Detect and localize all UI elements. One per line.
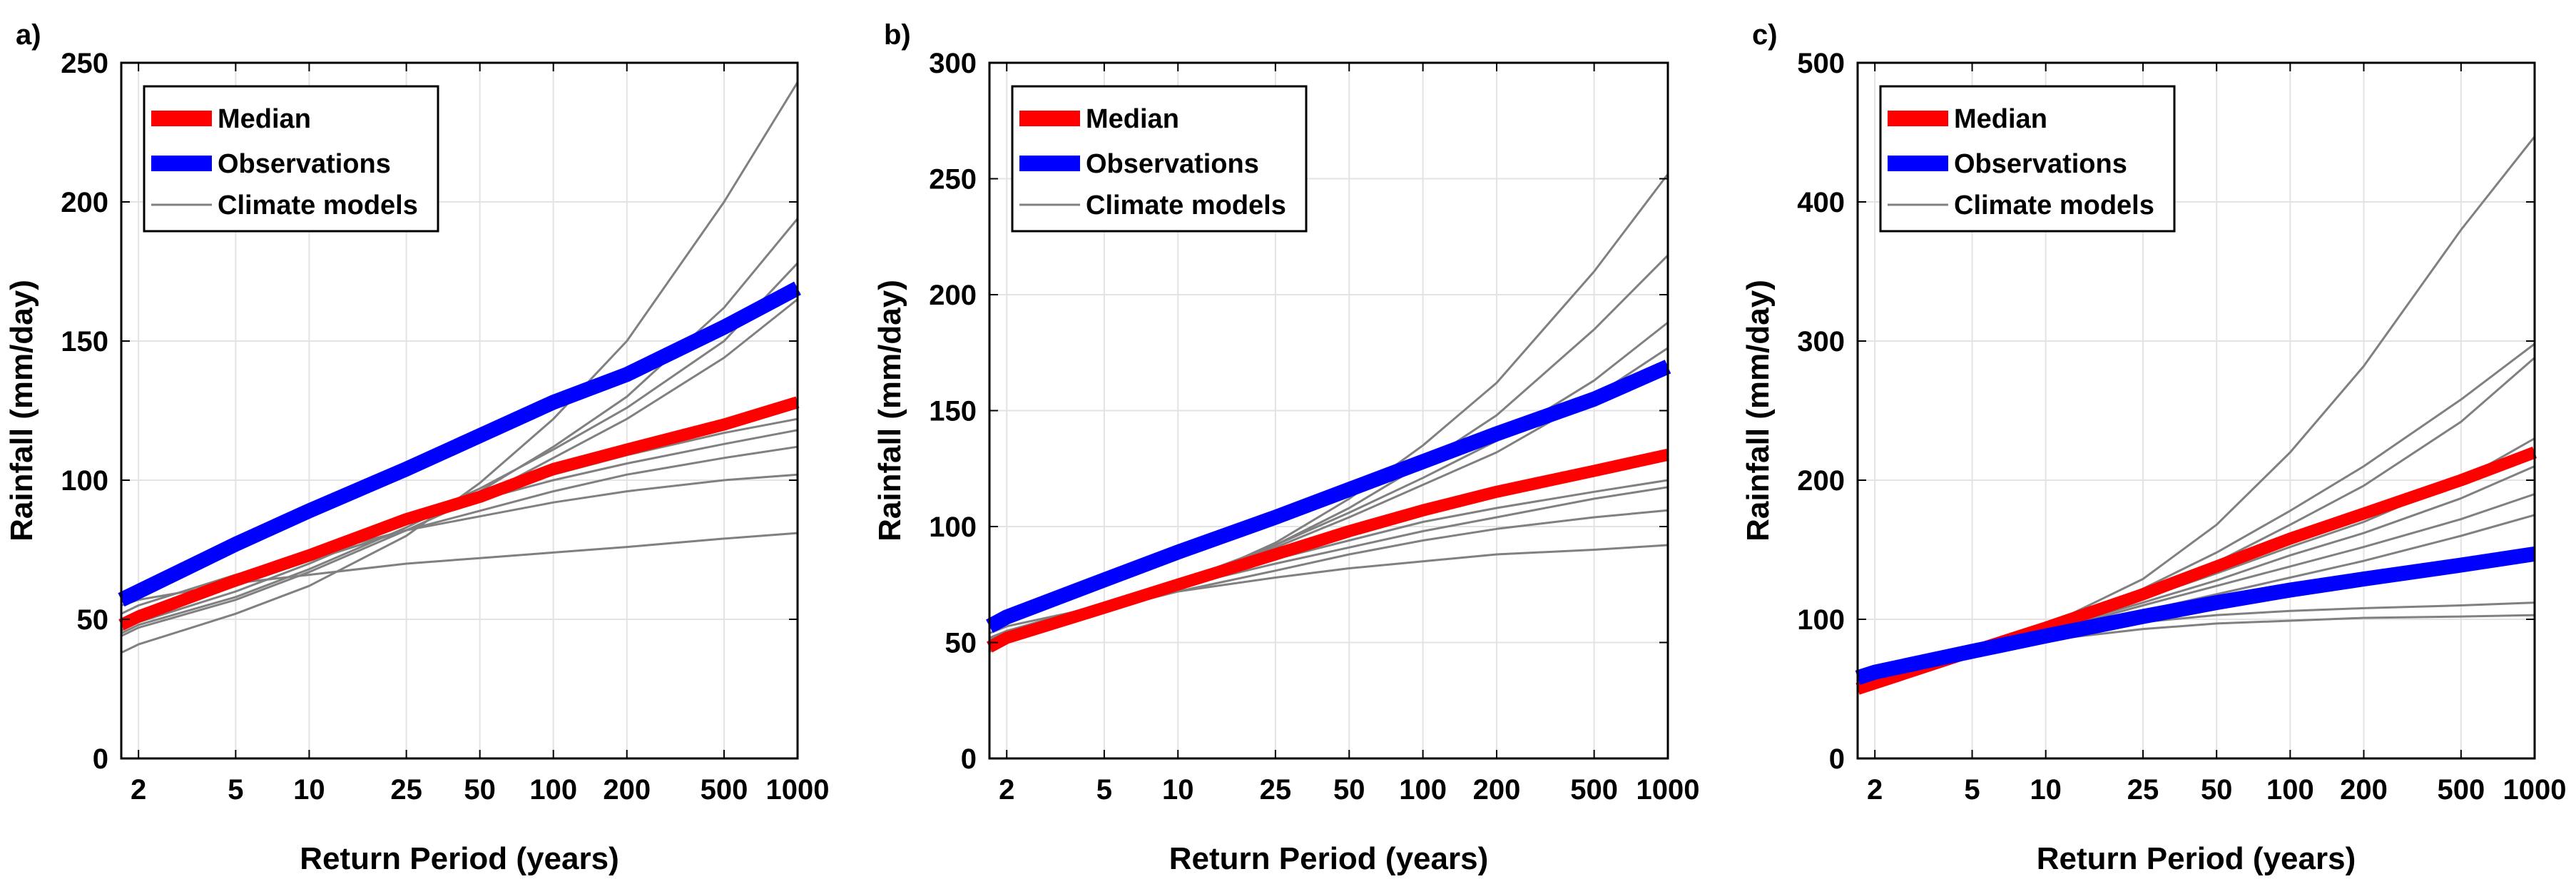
climate-model-line: [989, 544, 1669, 634]
x-tick-label: 5: [1096, 774, 1112, 806]
y-tick-label: 0: [961, 743, 977, 775]
y-tick-label: 50: [77, 604, 109, 636]
y-tick-label: 200: [1797, 465, 1845, 497]
x-tick-label: 10: [1162, 774, 1194, 806]
x-tick-label: 100: [2266, 774, 2314, 806]
x-tick-label: 10: [293, 774, 325, 806]
x-tick-label: 500: [2437, 774, 2485, 806]
x-tick-label: 50: [2201, 774, 2233, 806]
y-axis-label: Rainfall (mm/day): [4, 280, 39, 542]
chart-panel-1: 2 5 10 25 50 100 200 500 1000050100150200250Retu…: [4, 19, 829, 876]
legend-label: Median: [218, 104, 311, 134]
median-line: [118, 396, 800, 631]
y-tick-label: 0: [93, 743, 108, 775]
y-tick-label: 250: [929, 164, 977, 195]
x-tick-label: 5: [228, 774, 243, 806]
x-tick-label: 500: [1570, 774, 1618, 806]
observations-line: [986, 360, 1671, 634]
axes-box: [120, 61, 799, 760]
x-axis-label: Return Period (years): [1169, 841, 1488, 876]
x-tick-label: 50: [1333, 774, 1365, 806]
x-tick-label: 1000: [766, 774, 830, 806]
y-tick-label: 250: [61, 48, 108, 79]
y-tick-label: 300: [929, 48, 977, 79]
legend-label: Climate models: [1954, 190, 2154, 220]
y-tick-label: 300: [1797, 326, 1845, 357]
legend-label: Median: [1086, 104, 1179, 134]
legend-label: Median: [1954, 104, 2047, 134]
x-tick-label: 500: [701, 774, 748, 806]
x-tick-label: 2: [1867, 774, 1883, 806]
observations-line: [1855, 547, 2536, 685]
x-tick-label: 1000: [2503, 774, 2567, 806]
panel-label: a): [16, 19, 41, 51]
legend-label: Climate models: [218, 190, 418, 220]
legend-label: Observations: [1954, 149, 2127, 179]
panel-label: c): [1752, 19, 1778, 51]
x-tick-label: 10: [2030, 774, 2062, 806]
x-tick-label: 200: [2340, 774, 2388, 806]
y-axis-label: Rainfall (mm/day): [872, 280, 907, 542]
panel-label: b): [884, 19, 911, 51]
y-tick-label: 200: [929, 280, 977, 311]
legend: Median Observations Climate models: [143, 85, 439, 233]
x-tick-label: 2: [999, 774, 1014, 806]
climate-model-line: [121, 532, 798, 606]
median-line: [986, 448, 1669, 653]
x-tick-label: 1000: [1636, 774, 1700, 806]
observations-line: [118, 281, 801, 607]
x-tick-label: 50: [464, 774, 496, 806]
x-tick-label: 25: [2127, 774, 2159, 806]
x-tick-label: 100: [1399, 774, 1447, 806]
x-tick-label: 25: [390, 774, 422, 806]
chart-panel-2: 2 5 10 25 50 100 200 500 1000050100150200250300R…: [872, 19, 1699, 876]
climate-model-line: [121, 473, 798, 615]
y-tick-label: 0: [1829, 743, 1845, 775]
legend: Median Observations Climate models: [1011, 85, 1308, 233]
x-tick-label: 200: [1473, 774, 1521, 806]
y-tick-label: 150: [61, 326, 108, 357]
x-axis-label: Return Period (years): [2037, 841, 2356, 876]
axes-box: [1856, 61, 2536, 760]
y-tick-label: 100: [61, 465, 108, 497]
legend: Median Observations Climate models: [1879, 85, 2176, 233]
y-tick-label: 50: [945, 628, 977, 659]
x-tick-label: 25: [1260, 774, 1292, 806]
y-tick-label: 100: [929, 512, 977, 543]
chart-panel-3: 2 5 10 25 50 100 200 500 10000100200300400500Ret…: [1741, 19, 2566, 876]
y-axis-label: Rainfall (mm/day): [1741, 280, 1776, 542]
y-tick-label: 100: [1797, 604, 1845, 636]
x-axis-label: Return Period (years): [300, 841, 618, 876]
legend-label: Observations: [218, 149, 391, 179]
x-tick-label: 100: [529, 774, 577, 806]
y-tick-label: 500: [1797, 48, 1845, 79]
x-tick-label: 2: [131, 774, 146, 806]
y-tick-label: 400: [1797, 187, 1845, 218]
x-tick-label: 5: [1964, 774, 1980, 806]
y-tick-label: 200: [61, 187, 108, 218]
legend-label: Observations: [1086, 149, 1259, 179]
x-tick-label: 200: [603, 774, 651, 806]
legend-label: Climate models: [1086, 190, 1286, 220]
y-tick-label: 150: [929, 396, 977, 427]
